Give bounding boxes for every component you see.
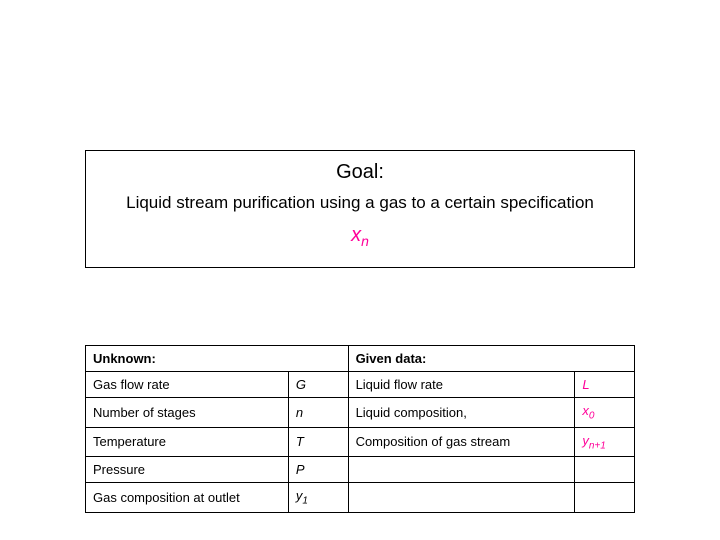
table-row: Gas flow rate G Liquid flow rate L — [86, 372, 635, 398]
sym-sub: 0 — [589, 411, 595, 422]
given-label: Liquid flow rate — [348, 372, 575, 398]
table-row: Gas composition at outlet y1 — [86, 483, 635, 513]
table-row: Number of stages n Liquid composition, x… — [86, 398, 635, 428]
given-symbol: x0 — [575, 398, 635, 428]
unknown-label: Gas composition at outlet — [86, 483, 289, 513]
table-row: Temperature T Composition of gas stream … — [86, 427, 635, 457]
given-label: Liquid composition, — [348, 398, 575, 428]
unknown-label: Pressure — [86, 457, 289, 483]
unknown-symbol: n — [288, 398, 348, 428]
empty-cell — [348, 483, 575, 513]
table-header-row: Unknown: Given data: — [86, 346, 635, 372]
empty-cell — [575, 457, 635, 483]
unknown-label: Temperature — [86, 427, 289, 457]
goal-var-base: x — [351, 224, 361, 246]
goal-box: Goal: Liquid stream purification using a… — [85, 150, 635, 268]
goal-variable: xn — [106, 224, 614, 249]
given-label: Composition of gas stream — [348, 427, 575, 457]
unknown-symbol: G — [288, 372, 348, 398]
unknown-symbol: P — [288, 457, 348, 483]
sym-sub: 1 — [302, 496, 308, 507]
unknown-label: Number of stages — [86, 398, 289, 428]
empty-cell — [575, 483, 635, 513]
sym-sub: n+1 — [589, 440, 606, 451]
goal-var-sub: n — [361, 233, 369, 249]
empty-cell — [348, 457, 575, 483]
table-row: Pressure P — [86, 457, 635, 483]
unknown-symbol: T — [288, 427, 348, 457]
unknown-header: Unknown: — [86, 346, 349, 372]
goal-title: Goal: — [106, 161, 614, 184]
unknown-label: Gas flow rate — [86, 372, 289, 398]
given-symbol: L — [575, 372, 635, 398]
given-symbol: yn+1 — [575, 427, 635, 457]
unknown-symbol: y1 — [288, 483, 348, 513]
data-table: Unknown: Given data: Gas flow rate G Liq… — [85, 345, 635, 513]
goal-description: Liquid stream purification using a gas t… — [106, 192, 614, 214]
given-header: Given data: — [348, 346, 634, 372]
